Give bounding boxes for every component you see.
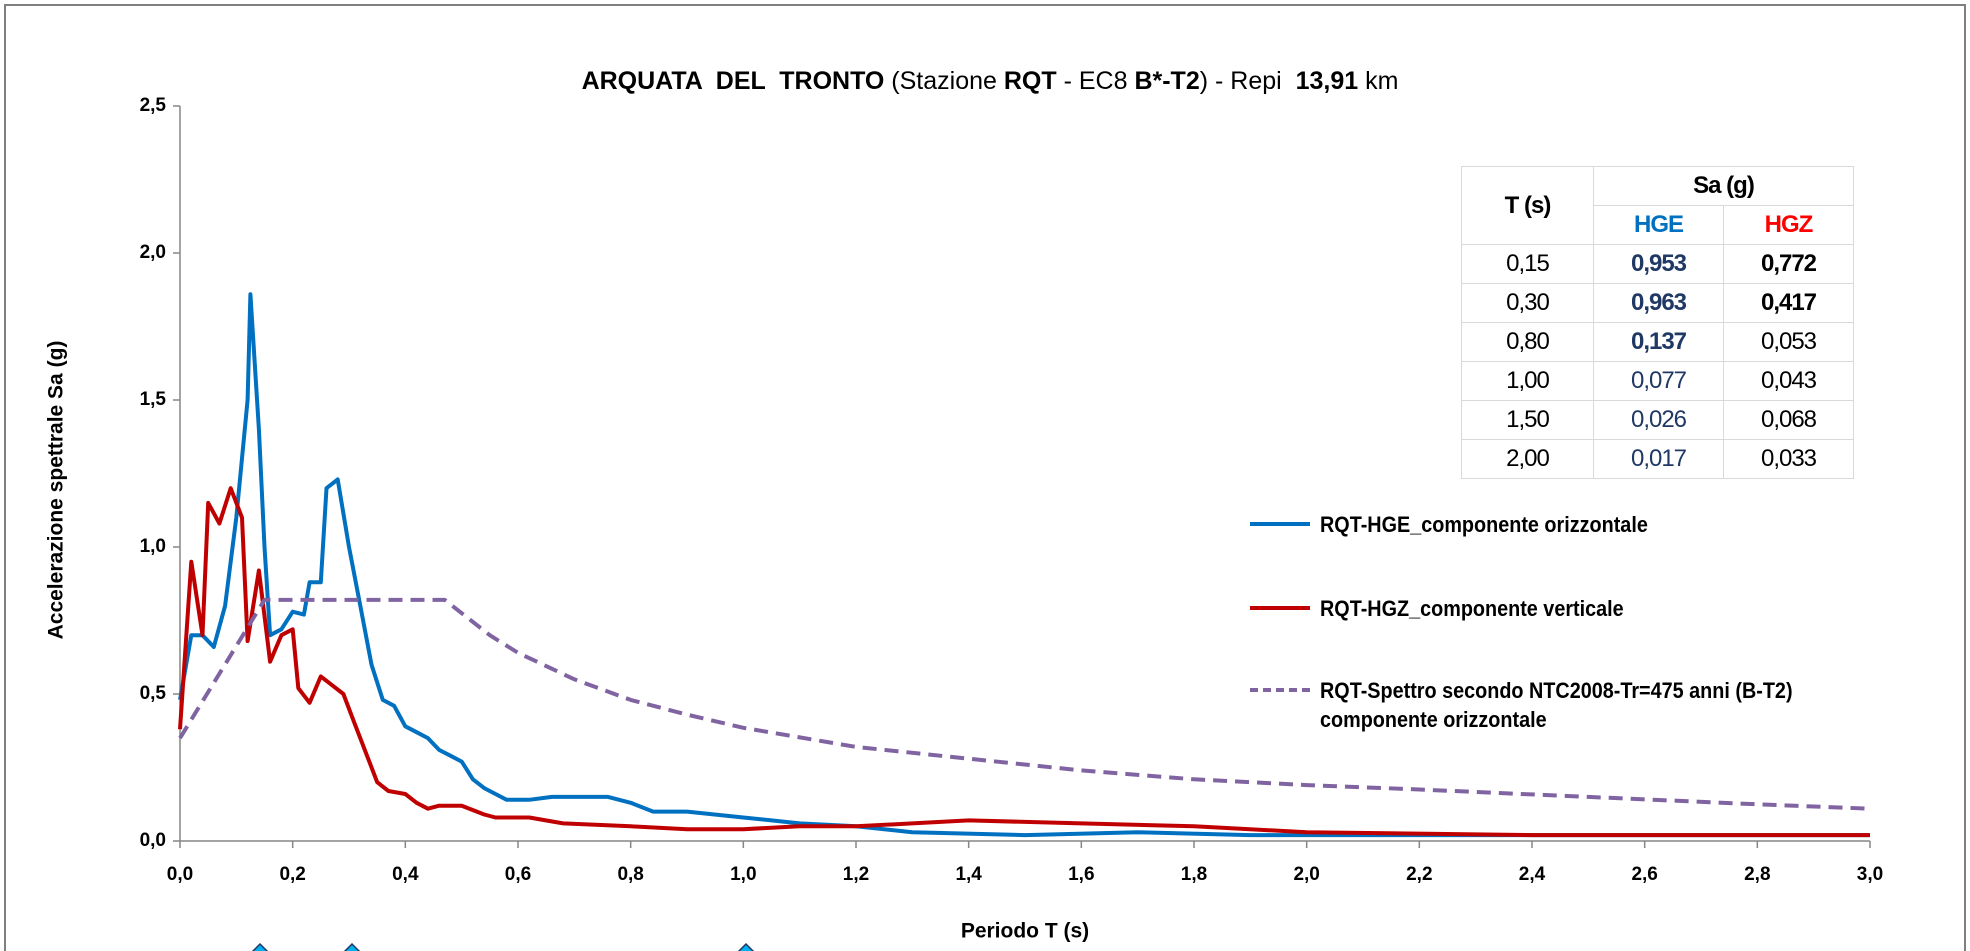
legend-swatch [1250,688,1310,692]
title-part: ) - Repi [1200,67,1296,95]
table-cell: 0,30 [1461,283,1594,323]
legend-label: RQT-Spettro secondo NTC2008-Tr=475 anni … [1320,678,1793,732]
title-part: B*-T2 [1134,67,1199,95]
table-header: Sa (g) [1593,166,1854,206]
arrow [251,942,269,951]
table-cell: 0,137 [1593,322,1724,362]
table-row: 0,30 0,963 0,417 [1461,283,1854,323]
values-table: T (s) Sa (g) HGE HGZ 0,15 0,953 0,772 0,30 0,963… [1461,166,1854,479]
title-part: km [1358,67,1398,95]
x-tick-label: 2,6 [1631,864,1657,885]
x-tick-label: 0,2 [279,864,305,885]
table-cell: 1,00 [1461,361,1594,401]
chart-title: ARQUATA DEL TRONTO (Stazione RQT - EC8 B… [582,67,1399,95]
legend-item: RQT-HGZ_componente verticale [1250,594,1657,623]
table-cell: 1,50 [1461,400,1594,440]
y-tick-label: 0,0 [140,830,166,851]
x-tick-label: 2,4 [1519,864,1546,885]
period-arrows [251,942,755,951]
x-tick-label: 2,0 [1293,864,1319,885]
x-tick-label: 0,6 [505,864,531,885]
x-tick-label: 0,8 [617,864,643,885]
table-header: HGZ [1723,205,1854,245]
table-cell: 0,026 [1593,400,1724,440]
y-tick-label: 2,5 [140,95,167,116]
table-cell: 0,417 [1723,283,1854,323]
x-tick-label: 1,6 [1068,864,1094,885]
table-cell: 0,043 [1723,361,1854,401]
table-cell: 0,017 [1593,439,1724,479]
y-tick-label: 0,5 [140,683,167,704]
title-part: ARQUATA DEL TRONTO [582,67,885,95]
arrow [343,942,361,951]
table-cell: 0,053 [1723,322,1854,362]
series-line [178,292,1870,838]
y-axis-title: Accelerazione spettrale Sa (g) [45,341,68,640]
y-tick-label: 1,0 [140,536,166,557]
y-tick-label: 1,5 [140,389,167,410]
x-tick-label: 1,8 [1181,864,1207,885]
x-axis-title: Periodo T (s) [961,920,1089,943]
table-header: T (s) [1461,166,1594,245]
title-part: - EC8 [1057,67,1135,95]
title-part: (Stazione [884,67,1004,95]
table-row: 1,50 0,026 0,068 [1461,400,1854,440]
x-tick-label: 0,0 [167,864,193,885]
table-row: 1,00 0,077 0,043 [1461,361,1854,401]
table-row: 2,00 0,017 0,033 [1461,439,1854,479]
y-tick-label: 2,0 [140,242,166,263]
legend-label: RQT-HGZ_componente verticale [1320,596,1624,621]
legend-swatch [1250,606,1310,610]
table-cell: 0,15 [1461,244,1594,284]
x-tick-label: 2,8 [1744,864,1770,885]
legend-item: RQT-Spettro secondo NTC2008-Tr=475 anni … [1250,676,1845,734]
table-cell: 0,963 [1593,283,1724,323]
x-tick-label: 1,4 [955,864,982,885]
x-tick-label: 1,0 [730,864,756,885]
x-tick-label: 2,2 [1406,864,1432,885]
table-cell: 0,033 [1723,439,1854,479]
x-tick-label: 1,2 [843,864,869,885]
frame [4,4,1966,951]
series-line [178,486,1870,838]
legend-label: RQT-HGE_componente orizzontale [1320,512,1648,537]
title-part: RQT [1004,67,1057,95]
table-cell: 2,00 [1461,439,1594,479]
table-cell: 0,953 [1593,244,1724,284]
table-cell: 0,068 [1723,400,1854,440]
series-line [178,597,1871,811]
table-row: 0,15 0,953 0,772 [1461,244,1854,284]
title-part: 13,91 [1296,67,1359,95]
x-tick-label: 3,0 [1857,864,1883,885]
table-cell: 0,80 [1461,322,1594,362]
table-cell: 0,077 [1593,361,1724,401]
table-cell: 0,772 [1723,244,1854,284]
table-row: T (s) Sa (g) [1461,166,1854,245]
table-row: 0,80 0,137 0,053 [1461,322,1854,362]
legend-item: RQT-HGE_componente orizzontale [1250,510,1684,539]
table-header: HGE [1593,205,1724,245]
legend-swatch [1250,522,1310,526]
x-tick-label: 0,4 [392,864,419,885]
arrow [737,942,755,951]
